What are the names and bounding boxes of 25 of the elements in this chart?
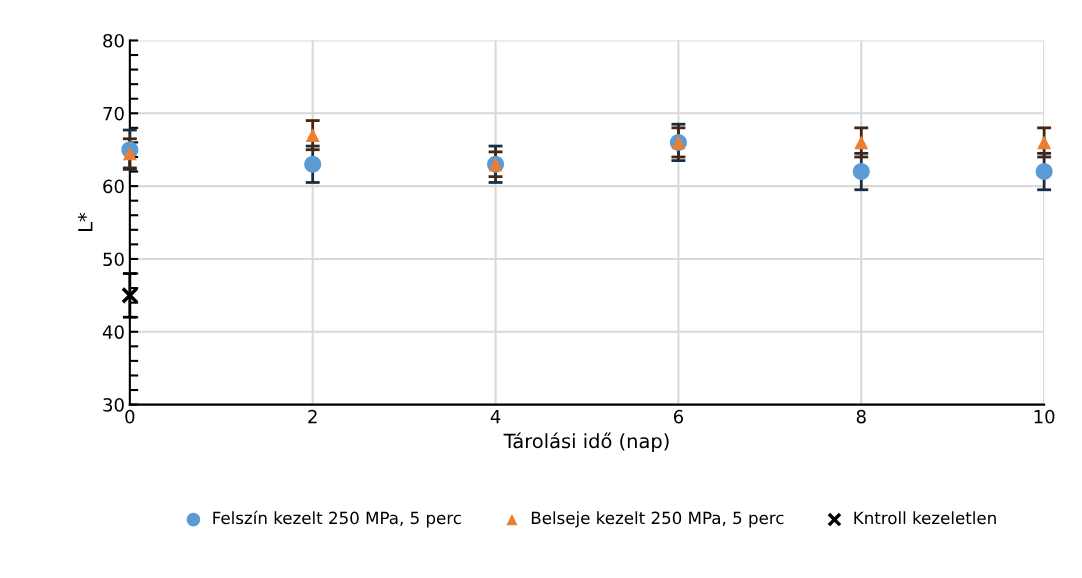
x-tick-label: 0 — [125, 409, 135, 424]
legend-label: Belseje kezelt 250 MPa, 5 perc — [531, 511, 784, 528]
y-tick-label: 60 — [103, 179, 124, 194]
legend-label: Felszín kezelt 250 MPa, 5 perc — [213, 510, 461, 528]
point — [122, 146, 137, 161]
x-axis-title: Tárolási idő (nap) — [503, 432, 669, 453]
x-tick-label: 6 — [673, 409, 684, 424]
point — [1035, 163, 1053, 181]
point — [1037, 135, 1052, 150]
point — [852, 163, 870, 181]
x-tick-label: 10 — [1034, 409, 1055, 424]
x-tick-label: 2 — [308, 409, 317, 424]
x-tick-label: 8 — [856, 409, 866, 424]
point — [304, 155, 322, 173]
point — [854, 135, 869, 150]
point — [305, 128, 320, 143]
y-tick-label: 40 — [102, 325, 124, 339]
y-tick-label: 50 — [103, 252, 124, 267]
y-tick-label: 30 — [103, 398, 124, 412]
x-tick-label: 4 — [490, 410, 501, 424]
y-tick-label: 70 — [103, 106, 124, 121]
y-axis-title: L* — [77, 212, 93, 231]
legend-label: Kntroll kezeletlen — [854, 511, 996, 525]
y-tick-label: 80 — [103, 33, 124, 48]
point — [121, 286, 139, 305]
